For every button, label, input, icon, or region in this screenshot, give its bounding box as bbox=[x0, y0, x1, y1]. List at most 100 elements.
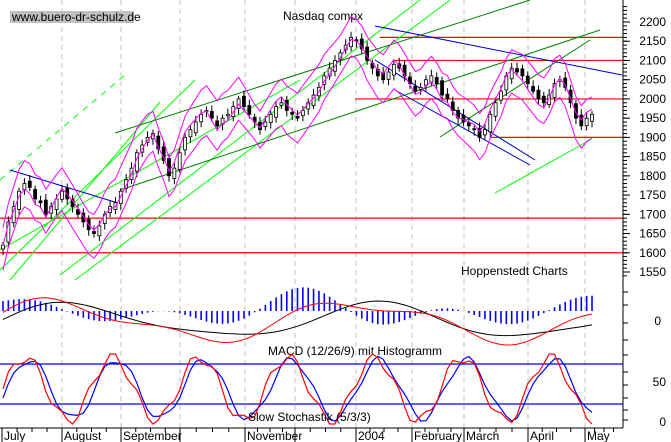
candle bbox=[177, 152, 182, 170]
candle bbox=[279, 102, 284, 106]
candle bbox=[472, 128, 477, 131]
month-label: September bbox=[123, 429, 182, 442]
price-tick-label: 1550 bbox=[639, 265, 666, 279]
candle bbox=[311, 94, 316, 107]
candle bbox=[43, 199, 48, 215]
stochastic-panel bbox=[0, 353, 623, 425]
trend-line bbox=[394, 89, 531, 166]
candle bbox=[108, 206, 112, 214]
trend-line bbox=[374, 59, 536, 161]
candle bbox=[434, 77, 439, 84]
month-label: March bbox=[466, 429, 499, 442]
candle bbox=[440, 80, 444, 96]
bollinger-lower bbox=[2, 55, 593, 271]
candle bbox=[509, 67, 514, 80]
candle bbox=[1, 244, 5, 250]
candle bbox=[215, 120, 220, 127]
candle bbox=[300, 110, 305, 117]
candle bbox=[22, 183, 27, 191]
macd-label: MACD (12/26/9) mit Histogramm bbox=[268, 344, 442, 358]
credit-label: Hoppenstedt Charts bbox=[461, 264, 568, 278]
candle bbox=[54, 198, 59, 210]
price-tick-label: 1650 bbox=[639, 227, 666, 241]
trend-line bbox=[9, 101, 161, 281]
macd-panel bbox=[2, 287, 593, 346]
bollinger-middle bbox=[2, 38, 593, 246]
candle bbox=[568, 89, 573, 104]
month-label: February bbox=[414, 429, 462, 442]
candle bbox=[65, 187, 70, 200]
price-axis: 2200 2150 2100 2050 2000 1950 1900 1850 1800 1750… bbox=[622, 0, 666, 428]
candle bbox=[574, 103, 578, 119]
stoch-k-line bbox=[2, 353, 593, 425]
candle bbox=[359, 38, 364, 50]
stoch-50-label: 50 bbox=[653, 375, 667, 389]
candle bbox=[60, 190, 64, 200]
candle bbox=[242, 95, 246, 108]
candle bbox=[391, 63, 396, 76]
candle bbox=[483, 129, 487, 136]
macd-signal-line bbox=[2, 300, 593, 337]
candle bbox=[445, 93, 450, 100]
candle bbox=[477, 127, 482, 138]
month-label: 2004 bbox=[358, 429, 385, 442]
candle bbox=[290, 112, 295, 115]
chart-title: Nasdaq compx bbox=[283, 9, 363, 23]
candle bbox=[541, 95, 546, 104]
candle bbox=[488, 113, 493, 133]
candle bbox=[38, 200, 43, 204]
candle bbox=[381, 72, 386, 81]
price-tick-label: 2000 bbox=[639, 92, 666, 106]
month-label: July bbox=[4, 429, 25, 442]
candle bbox=[584, 117, 589, 127]
month-label: August bbox=[64, 429, 102, 442]
candle bbox=[429, 75, 434, 83]
price-tick-label: 1750 bbox=[639, 188, 666, 202]
macd-line bbox=[2, 297, 593, 346]
candle bbox=[520, 68, 525, 77]
candle bbox=[33, 189, 38, 200]
candle bbox=[531, 86, 535, 92]
price-tick-label: 2200 bbox=[639, 15, 666, 29]
price-panel bbox=[0, 0, 623, 281]
candle bbox=[124, 179, 129, 189]
candle bbox=[408, 76, 412, 84]
trend-line bbox=[119, 29, 601, 191]
candle bbox=[263, 121, 268, 128]
trend-line bbox=[374, 25, 623, 76]
trend-line bbox=[9, 169, 119, 204]
macd-zero-label: 0 bbox=[654, 314, 661, 328]
candle bbox=[450, 101, 455, 111]
candle bbox=[552, 83, 557, 98]
month-label: April bbox=[530, 429, 554, 442]
candle bbox=[27, 180, 32, 188]
candle bbox=[343, 44, 348, 51]
candle bbox=[92, 231, 96, 234]
price-tick-label: 2100 bbox=[639, 53, 666, 67]
candle bbox=[172, 167, 177, 179]
time-axis: July August September November 2004 February M… bbox=[0, 427, 623, 442]
candle bbox=[386, 71, 391, 80]
price-tick-label: 1950 bbox=[639, 111, 666, 125]
month-label: May bbox=[587, 429, 610, 442]
candle bbox=[247, 105, 252, 115]
candle bbox=[413, 85, 418, 92]
candle bbox=[76, 209, 80, 215]
candle bbox=[268, 113, 273, 123]
price-tick-label: 2050 bbox=[639, 73, 666, 87]
stochastic-label: Slow Stochastik (5/3/3) bbox=[248, 410, 371, 424]
candle bbox=[188, 129, 193, 138]
price-tick-label: 1850 bbox=[639, 150, 666, 164]
trend-line bbox=[494, 139, 591, 194]
candle bbox=[81, 212, 86, 223]
bollinger-upper bbox=[2, 16, 593, 228]
candle bbox=[193, 121, 198, 134]
candle bbox=[209, 111, 214, 119]
candle bbox=[199, 113, 204, 123]
candle bbox=[97, 225, 102, 237]
trend-line bbox=[0, 74, 126, 181]
watermark-text: www.buero-dr-schulz.de bbox=[11, 10, 141, 24]
candle bbox=[547, 94, 552, 105]
stoch-0-label: 0 bbox=[659, 415, 666, 429]
